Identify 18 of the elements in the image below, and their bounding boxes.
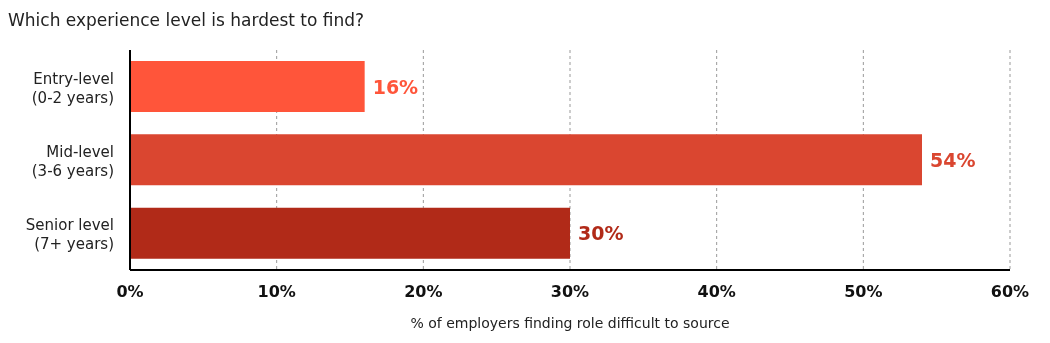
data-label: 16% xyxy=(372,75,419,98)
x-tick-label: 10% xyxy=(257,282,296,302)
x-tick-label: 50% xyxy=(844,282,883,302)
bar xyxy=(130,61,365,112)
data-label: 30% xyxy=(578,222,624,245)
y-tick-label: Mid-level (3-6 years) xyxy=(31,143,114,180)
y-tick-label: Entry-level (0-2 years) xyxy=(31,69,114,107)
x-tick-label: 30% xyxy=(550,282,590,302)
bar xyxy=(130,134,922,186)
y-tick-label: Senior level (7+ years) xyxy=(25,216,114,254)
data-label: 54% xyxy=(930,148,976,171)
x-tick-label: 0% xyxy=(116,282,144,302)
chart-title: Which experience level is hardest to find? xyxy=(8,9,366,32)
x-tick-label: 40% xyxy=(697,282,736,302)
x-tick-label: 20% xyxy=(404,282,443,302)
x-tick-label: 60% xyxy=(990,282,1030,302)
bar xyxy=(130,207,570,259)
x-axis-title: % of employers finding role difficult to source xyxy=(410,315,730,331)
